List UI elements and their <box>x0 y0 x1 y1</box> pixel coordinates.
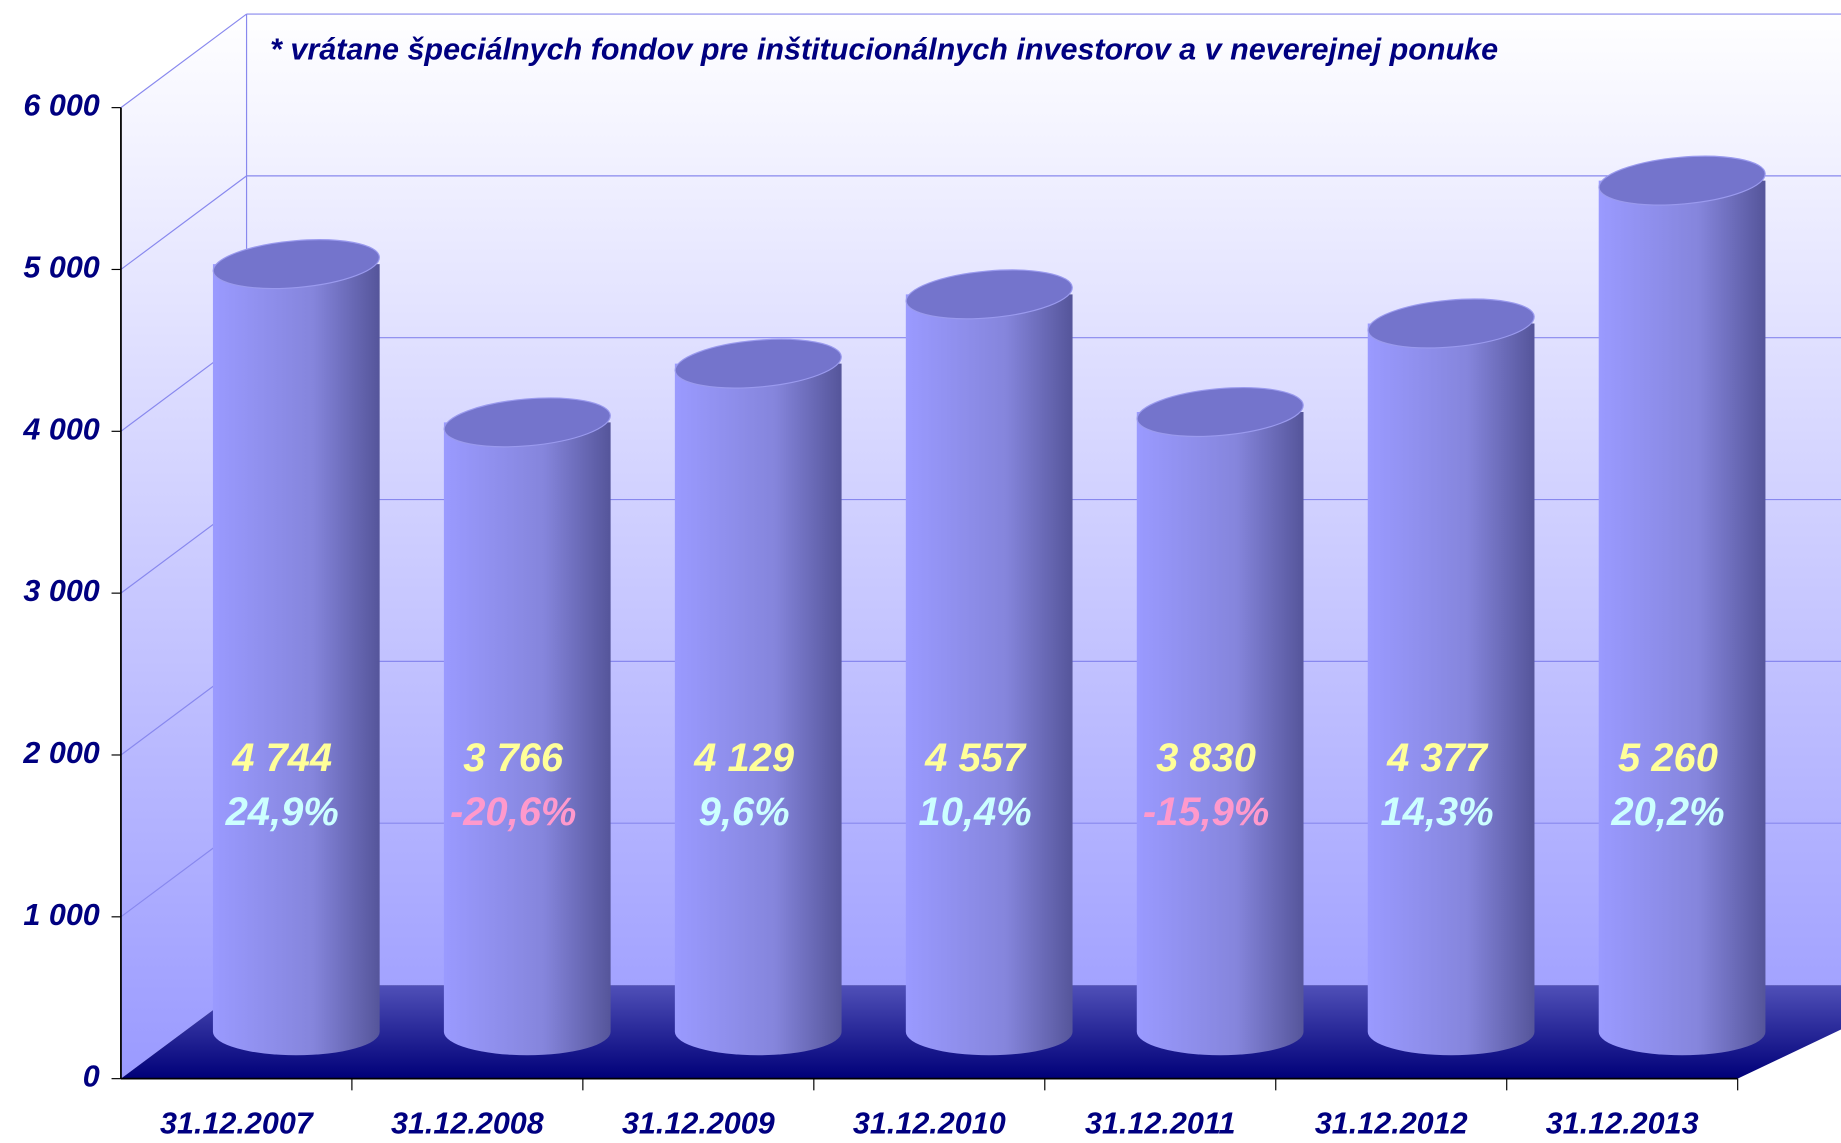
value-label: 4 557 <box>924 736 1027 780</box>
cylinder-top <box>443 397 611 448</box>
cylinder-top <box>905 269 1073 320</box>
y-tick-label: 5 000 <box>23 251 99 285</box>
cylinder-top <box>1367 298 1535 349</box>
x-tick-label: 31.12.2011 <box>1085 1107 1236 1141</box>
change-label: 9,6% <box>699 790 790 834</box>
cylinder-top <box>674 338 842 389</box>
cylinder <box>905 294 1073 1056</box>
change-label: -15,9% <box>1143 790 1269 834</box>
annotation: * vrátane špeciálnych fondov pre inštitu… <box>270 33 1498 67</box>
grid-line <box>120 175 247 270</box>
change-label: 24,9% <box>225 790 339 834</box>
cylinder <box>1598 180 1766 1056</box>
cylinder-top <box>1598 155 1766 206</box>
y-tick-label: 4 000 <box>22 412 99 446</box>
x-tick-label: 31.12.2008 <box>391 1107 544 1141</box>
x-tick-label: 31.12.2010 <box>853 1107 1006 1141</box>
cylinder <box>443 422 611 1056</box>
change-label: -20,6% <box>450 790 576 834</box>
cylinder <box>1136 412 1304 1056</box>
change-label: 10,4% <box>919 790 1032 834</box>
x-tick-label: 31.12.2009 <box>622 1107 775 1141</box>
value-label: 4 744 <box>231 736 332 780</box>
cylinder-top <box>212 239 380 290</box>
value-label: 4 129 <box>693 736 794 780</box>
x-tick-label: 31.12.2007 <box>160 1107 315 1141</box>
cylinder <box>1367 323 1535 1056</box>
y-tick-label: 1 000 <box>23 898 99 932</box>
grid-line <box>120 13 247 109</box>
value-label: 3 766 <box>463 736 564 780</box>
change-label: 14,3% <box>1380 790 1493 834</box>
y-tick-label: 6 000 <box>23 89 99 123</box>
cylinder <box>674 363 842 1056</box>
cylinder <box>212 264 380 1056</box>
x-tick-label: 31.12.2012 <box>1315 1107 1468 1141</box>
y-tick-label: 0 <box>83 1060 100 1094</box>
change-label: 20,2% <box>1610 790 1724 834</box>
y-tick-label: 2 000 <box>22 736 99 770</box>
cylinder-top <box>1136 387 1304 438</box>
value-label: 5 260 <box>1618 736 1718 780</box>
y-tick-label: 3 000 <box>23 574 99 608</box>
value-label: 3 830 <box>1156 736 1256 780</box>
value-label: 4 377 <box>1386 736 1489 780</box>
x-tick-label: 31.12.2013 <box>1546 1107 1699 1141</box>
